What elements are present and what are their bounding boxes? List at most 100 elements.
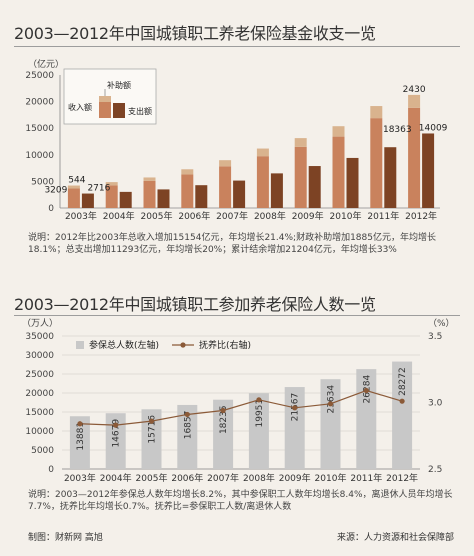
y-tick-label: 10000 xyxy=(25,427,54,437)
income-bar xyxy=(256,156,269,208)
y-tick-label: 25000 xyxy=(25,71,54,81)
y-tick-label: 10000 xyxy=(25,151,54,161)
y2-axis-unit: （%） xyxy=(428,318,455,329)
income-bar xyxy=(67,188,80,208)
x-tick-label: 2005年 xyxy=(141,210,173,222)
subsidy-bar xyxy=(294,138,307,147)
ratio-point xyxy=(327,401,334,407)
expense-bar xyxy=(195,185,208,208)
x-tick-label: 2008年 xyxy=(243,472,275,484)
bar-data-label: 14679 xyxy=(112,419,122,448)
subsidy-bar xyxy=(408,94,421,108)
expense-bar xyxy=(119,191,132,208)
ratio-point xyxy=(77,421,83,427)
legend-members-label: 参保总人数(左轴) xyxy=(89,339,159,351)
bar-data-label: 13881 xyxy=(76,422,86,451)
y-tick-label: 35000 xyxy=(25,332,54,342)
title2-divider xyxy=(14,315,460,316)
y-tick-label: 5000 xyxy=(31,446,54,456)
members-bar xyxy=(69,416,90,469)
chart2-note: 说明：2003—2012年参保总人数年均增长8.2%，其中参保职工人数年均增长8… xyxy=(28,490,453,512)
income-bar xyxy=(181,174,194,208)
x-tick-label: 2006年 xyxy=(178,210,210,222)
expense-bar xyxy=(308,166,321,208)
income-bar xyxy=(143,180,156,208)
legend-income-label: 收入额 xyxy=(68,102,92,112)
bar-data-label: 15716 xyxy=(148,415,158,444)
source-text: 来源：人力资源和社会保障部 xyxy=(336,533,454,543)
y-tick-label: 30000 xyxy=(25,351,54,361)
data-label: 14009 xyxy=(419,123,448,133)
legend-income-swatch xyxy=(99,102,111,118)
bar-data-label: 28272 xyxy=(398,367,408,396)
subsidy-bar xyxy=(219,160,232,167)
data-label: 2430 xyxy=(403,85,426,95)
subsidy-bar xyxy=(370,106,383,119)
x-tick-label: 2003年 xyxy=(64,472,96,484)
x-tick-label: 2012年 xyxy=(386,472,418,484)
x-tick-label: 2004年 xyxy=(103,210,135,222)
income-bar xyxy=(105,185,118,208)
x-tick-label: 2012年 xyxy=(405,210,437,222)
y-tick-label: 25000 xyxy=(25,370,54,380)
data-label: 2716 xyxy=(87,184,110,194)
bar-data-label: 23634 xyxy=(327,385,337,414)
ratio-point xyxy=(399,398,405,404)
ratio-point xyxy=(256,397,262,403)
members-bar xyxy=(105,413,126,469)
subsidy-bar xyxy=(181,169,194,175)
y-tick-label: 20000 xyxy=(25,389,54,399)
members-bar xyxy=(141,409,162,469)
x-tick-label: 2010年 xyxy=(330,210,362,222)
ratio-point xyxy=(148,418,155,424)
subsidy-bar xyxy=(67,185,80,189)
credit-text: 制图：财新网 高旭 xyxy=(28,533,103,543)
x-tick-label: 2007年 xyxy=(216,210,248,222)
members-bar xyxy=(248,393,269,469)
members-chart: （万人） （%） 0 5000 10000 15000 20000 25000 30000 350… xyxy=(22,318,455,484)
x-tick-label: 2004年 xyxy=(100,472,132,484)
x-tick-label: 2010年 xyxy=(315,472,347,484)
income-bar xyxy=(370,118,383,208)
y-tick-label: 0 xyxy=(48,465,54,475)
y2-tick-label: 3.5 xyxy=(428,332,442,342)
x-tick-label: 2009年 xyxy=(292,210,324,222)
fund-chart: （亿元） 0 5000 10000 15000 20000 25000 2003年 2004年 2… xyxy=(25,58,448,222)
expense-bar xyxy=(422,133,435,208)
x-tick-label: 2007年 xyxy=(207,472,239,484)
bar-data-label: 16857 xyxy=(183,411,193,440)
ratio-point xyxy=(220,407,226,414)
data-label: 3209 xyxy=(44,185,67,195)
ratio-line xyxy=(79,389,403,426)
y2-tick-label: 2.5 xyxy=(428,465,442,475)
legend-expense-label: 支出额 xyxy=(128,106,152,116)
income-bar xyxy=(332,136,345,208)
ratio-point xyxy=(184,411,190,418)
ratio-point xyxy=(113,422,119,428)
subsidy-bar xyxy=(143,177,156,181)
legend-subsidy-swatch xyxy=(99,96,111,102)
ratio-point xyxy=(292,405,298,411)
members-bar xyxy=(356,369,377,469)
expense-bar xyxy=(81,193,94,208)
legend-members-swatch xyxy=(76,341,84,349)
members-bar xyxy=(177,404,198,469)
x-tick-label: 2006年 xyxy=(171,472,203,484)
legend-subsidy-label: 补助额 xyxy=(107,80,131,90)
legend-ratio-point xyxy=(180,342,186,348)
ratio-point xyxy=(363,387,369,394)
subsidy-bar xyxy=(256,148,269,157)
y-tick-label: 5000 xyxy=(31,177,54,187)
members-bar xyxy=(213,399,234,469)
expense-bar xyxy=(346,157,359,208)
subsidy-bar xyxy=(105,182,118,186)
x-tick-label: 2003年 xyxy=(65,210,97,222)
members-bar xyxy=(392,361,413,469)
x-tick-label: 2009年 xyxy=(279,472,311,484)
chart1-title: 2003—2012年中国城镇职工养老保险基金收支一览 xyxy=(14,24,376,43)
chart2-title: 2003—2012年中国城镇职工参加养老保险人数一览 xyxy=(14,295,376,314)
income-bar xyxy=(408,107,421,208)
subsidy-bar xyxy=(332,126,345,137)
expense-bar xyxy=(157,189,170,208)
expense-bar xyxy=(384,147,397,208)
